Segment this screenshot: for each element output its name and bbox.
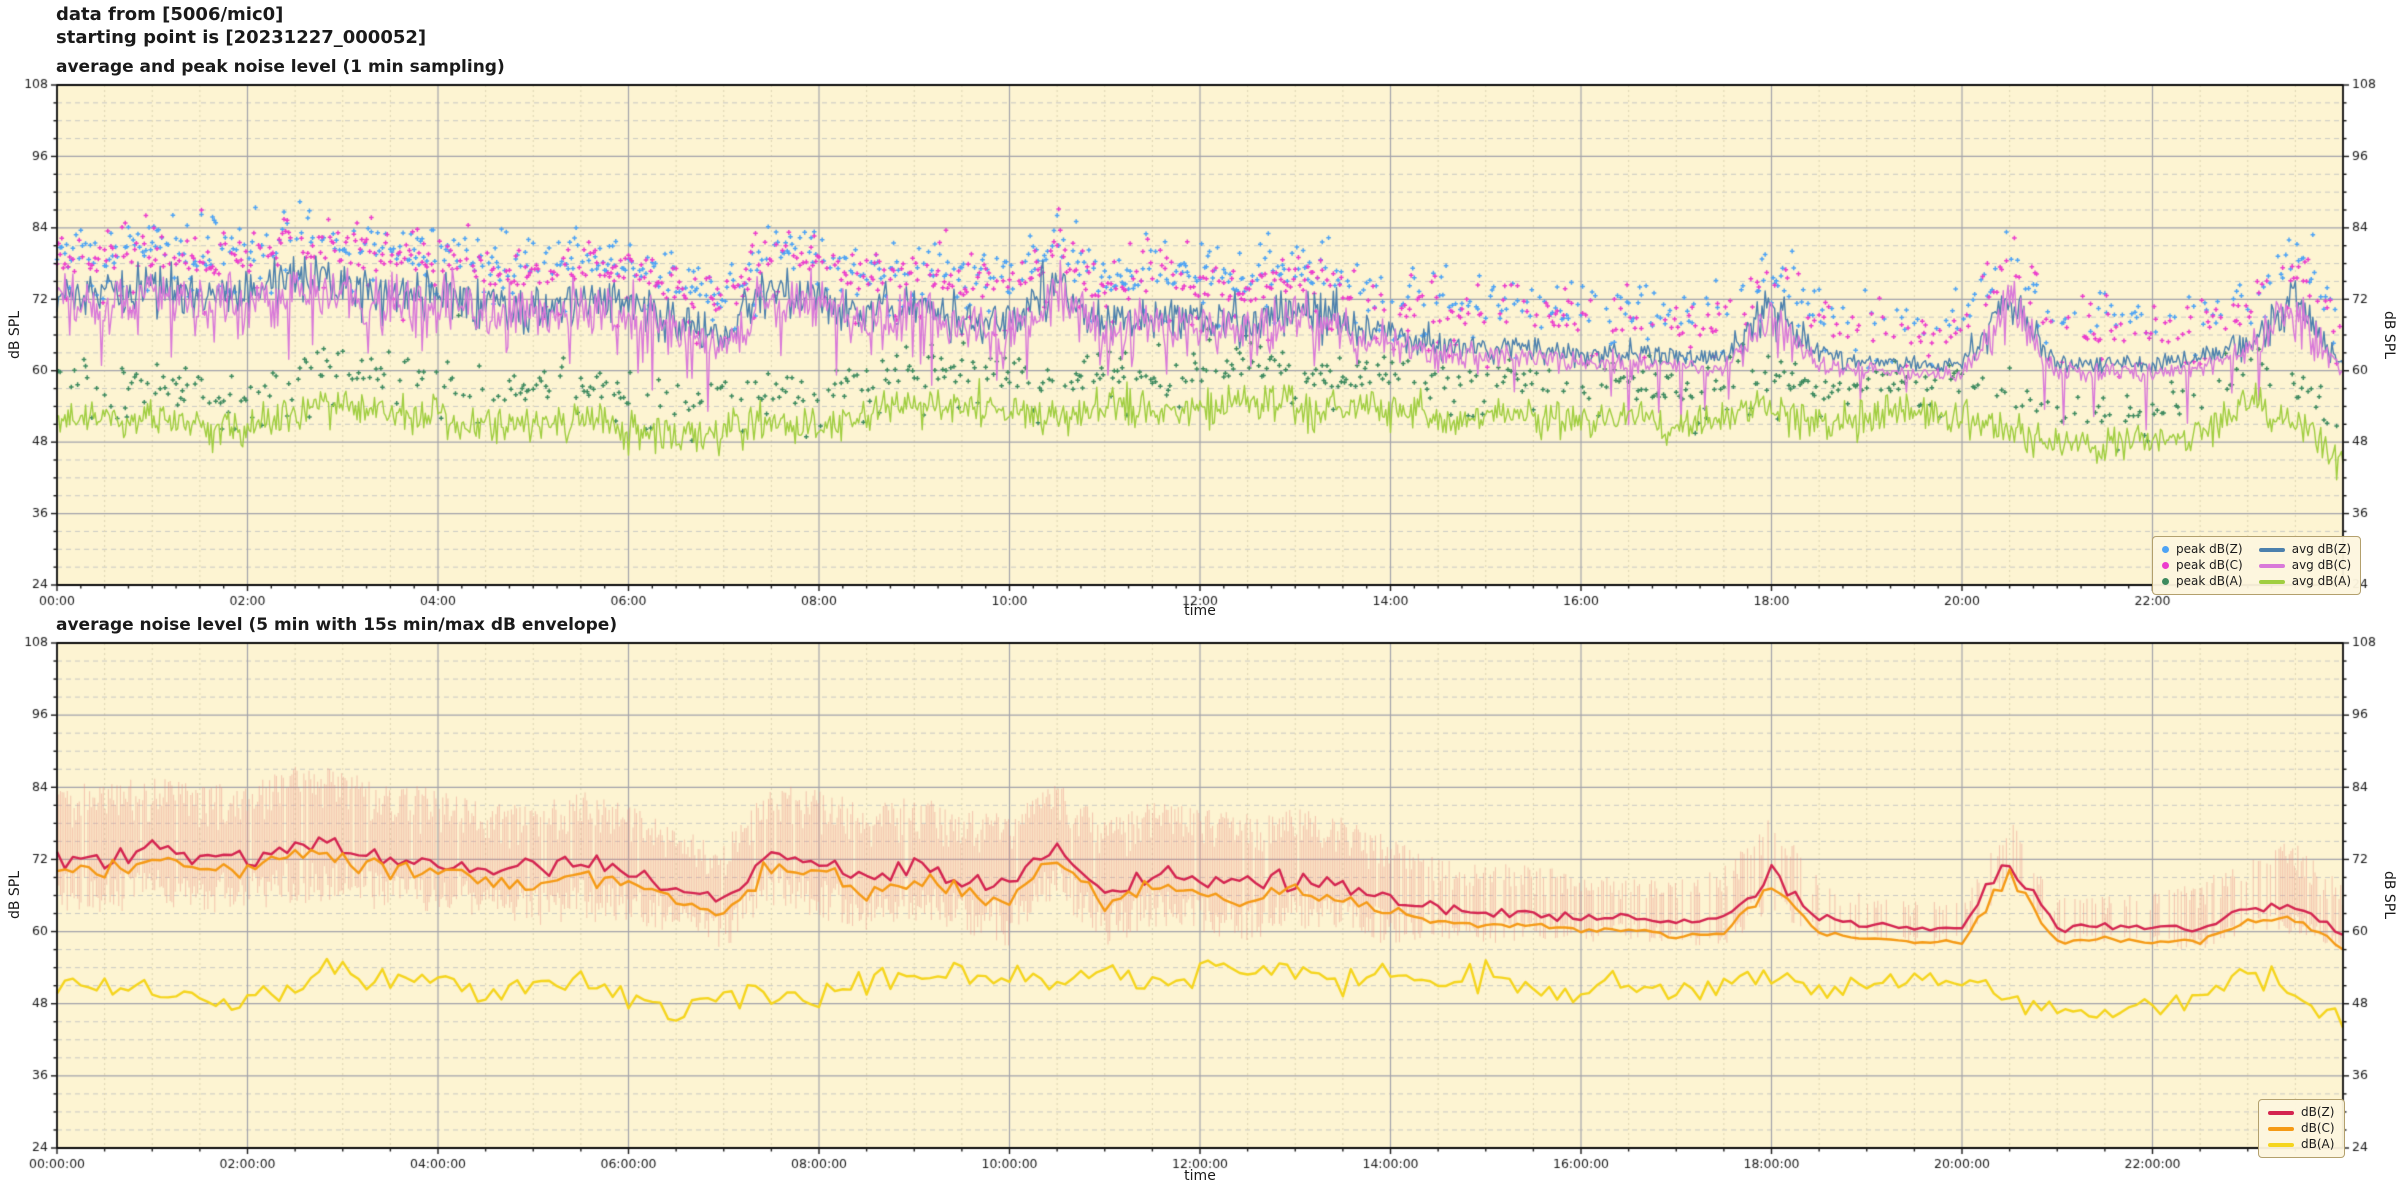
noise-monitor-figure: data from [5006/mic0] starting point is … — [0, 0, 2400, 1200]
noise-plots-canvas — [0, 0, 2400, 1200]
